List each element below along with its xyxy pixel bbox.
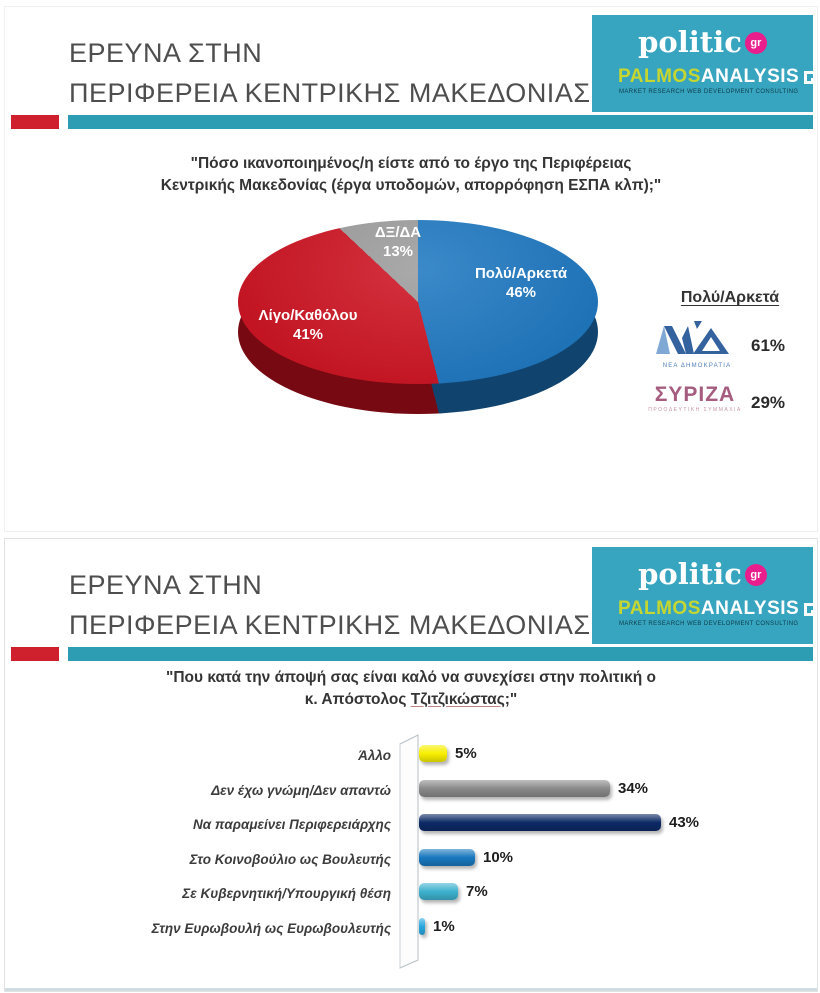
bar-value-label: 10% — [483, 848, 514, 866]
bar-row: Σε Κυβερνητική/Υπουργική θέση 7% — [5, 879, 817, 913]
nea-dimokratia-logo-icon — [656, 321, 729, 354]
pie-slice-label: Λίγο/Καθόλου 41% — [258, 307, 358, 343]
question-line2-post: ;" — [504, 691, 518, 708]
politic-gr-badge: gr — [744, 564, 767, 586]
party-syriza-value: 29% — [751, 393, 786, 412]
bar-row: Στην Ευρωβουλή ως Ευρωβουλευτής 1% — [5, 914, 817, 948]
pie-sheen-overlay — [238, 220, 598, 384]
breakdown-header: Πολύ/Αρκετά — [680, 289, 780, 306]
bar-value-label: 34% — [618, 779, 649, 797]
bar-value-label: 1% — [433, 918, 455, 935]
palmos-tagline: MARKET RESEARCH WEB DEVELOPMENT CONSULTI… — [619, 89, 799, 95]
palmos-politic-logo: politic gr PALMOSANALYSIS MARKET RESEARCH… — [592, 547, 813, 644]
politic-logo: politic gr — [592, 559, 813, 595]
palmos-square-icon — [804, 71, 813, 84]
bar-category-label: Να παραμείνει Περιφερειάρχης — [192, 817, 391, 833]
slide-political-future: ΕΡΕΥΝΑ ΣΤΗΝ ΠΕΡΙΦΕΡΕΙΑ ΚΕΝΤΡΙΚΗΣ ΜΑΚΕΔΟΝ… — [4, 538, 818, 992]
bar-row: Να παραμείνει Περιφερειάρχης 43% — [5, 810, 817, 844]
palmos-tagline: MARKET RESEARCH WEB DEVELOPMENT CONSULTI… — [619, 621, 799, 627]
question-line2-pre: κ. Απόστολος — [304, 691, 411, 708]
bar — [419, 848, 475, 866]
title-line2: ΠΕΡΙΦΕΡΕΙΑ ΚΕΝΤΡΙΚΗΣ ΜΑΚΕΔΟΝΙΑΣ — [69, 78, 591, 108]
title-line2: ΠΕΡΙΦΕΡΕΙΑ ΚΕΝΤΡΙΚΗΣ ΜΑΚΕΔΟΝΙΑΣ — [69, 610, 591, 640]
title-line1: ΕΡΕΥΝΑ ΣΤΗΝ — [69, 570, 263, 600]
bar-category-label: Δεν έχω γνώμη/Δεν απαντώ — [211, 782, 391, 798]
divider-red-block — [11, 647, 59, 661]
party-nd-caption: ΝΕΑ ΔΗΜΟΚΡΑΤΙΑ — [662, 363, 732, 369]
bar-value-label: 7% — [466, 883, 488, 901]
bar-row: Άλλο 5% — [5, 741, 817, 775]
party-syriza-caption: ΠΡΟΟΔΕΥΤΙΚΗ ΣΥΜΜΑΧΙΑ — [648, 407, 742, 413]
title-divider — [11, 647, 813, 661]
pie-chart-satisfaction: Πολύ/Αρκετά 46% Λίγο/Καθόλου 41% ΔΞ/ΔΑ 13% — [238, 220, 598, 414]
page-title: ΕΡΕΥΝΑ ΣΤΗΝ ΠΕΡΙΦΕΡΕΙΑ ΚΕΝΤΡΙΚΗΣ ΜΑΚΕΔΟΝ… — [69, 33, 591, 113]
bar-category-label: Στο Κοινοβούλιο ως Βουλευτής — [189, 851, 391, 867]
palmos-analysis-logo: PALMOSANALYSIS — [618, 67, 813, 86]
palmos-logo-text: PALMOS — [618, 66, 701, 87]
question-satisfaction: "Πόσο ικανοποιημένος/η είστε από το έργο… — [5, 153, 817, 197]
syriza-logo-text: ΣΥΡΙΖΑ — [654, 383, 736, 406]
bar-row: Στο Κοινοβούλιο ως Βουλευτής 10% — [5, 845, 817, 879]
bar-value-label: 43% — [669, 814, 700, 832]
bar-category-label: Στην Ευρωβουλή ως Ευρωβουλευτής — [151, 921, 391, 936]
palmos-analysis-logo: PALMOSANALYSIS — [618, 599, 813, 618]
palmos-square-icon — [804, 603, 813, 616]
politic-logo-text: politic — [638, 557, 742, 591]
question-line2: κ. Απόστολος Τζιτζικώστας;" — [5, 689, 817, 711]
question-line1: "Που κατά την άποψή σας είναι καλό να συ… — [165, 669, 656, 686]
bar — [419, 918, 425, 935]
slide-satisfaction: ΕΡΕΥΝΑ ΣΤΗΝ ΠΕΡΙΦΕΡΕΙΑ ΚΕΝΤΡΙΚΗΣ ΜΑΚΕΔΟΝ… — [4, 6, 818, 532]
bar-category-label: Άλλο — [358, 748, 391, 763]
title-line1: ΕΡΕΥΝΑ ΣΤΗΝ — [69, 38, 263, 68]
politic-logo-text: politic — [638, 25, 742, 59]
politic-logo: politic gr — [592, 27, 813, 63]
divider-teal-bar — [68, 647, 813, 661]
palmos-politic-logo: politic gr PALMOSANALYSIS MARKET RESEARCH… — [592, 15, 813, 112]
bar — [419, 814, 661, 832]
party-syriza-logo: ΣΥΡΙΖΑ ΠΡΟΟΔΕΥΤΙΚΗ ΣΥΜΜΑΧΙΑ — [647, 383, 743, 414]
bar — [419, 745, 447, 762]
question-line1: "Πόσο ικανοποιημένος/η είστε από το έργο… — [190, 155, 632, 172]
divider-red-block — [11, 115, 59, 129]
bar-chart-political-future: Άλλο 5% Δεν έχω γνώμη/Δεν απαντώ 34% Να παρα… — [5, 725, 817, 977]
divider-teal-bar — [68, 115, 813, 129]
palmos-logo-text: PALMOS — [618, 598, 701, 619]
question-line2: Κεντρικής Μακεδονίας (έργα υποδομών, απο… — [160, 177, 662, 194]
analysis-logo-text: ANALYSIS — [700, 66, 800, 87]
bar — [419, 779, 610, 797]
bar-category-label: Σε Κυβερνητική/Υπουργική θέση — [182, 886, 391, 902]
party-nd-value: 61% — [751, 336, 786, 355]
question-line2-name: Τζιτζικώστας — [410, 691, 505, 708]
pie-3d-top — [238, 220, 598, 384]
bar-value-label: 5% — [455, 745, 477, 762]
bar-row: Δεν έχω γνώμη/Δεν απαντώ 34% — [5, 776, 817, 810]
party-nd-logo: ΝΕΑ ΔΗΜΟΚΡΑΤΙΑ — [653, 321, 741, 369]
title-divider — [11, 115, 813, 129]
question-political-future: "Που κατά την άποψή σας είναι καλό να συ… — [5, 667, 817, 711]
analysis-logo-text: ANALYSIS — [700, 598, 800, 619]
politic-gr-badge: gr — [744, 32, 767, 54]
bar-chart-axis-wall — [399, 734, 419, 969]
pie-slice-label: Πολύ/Αρκετά 46% — [474, 265, 568, 301]
page-title: ΕΡΕΥΝΑ ΣΤΗΝ ΠΕΡΙΦΕΡΕΙΑ ΚΕΝΤΡΙΚΗΣ ΜΑΚΕΔΟΝ… — [69, 565, 591, 645]
slide-bottom-strip — [5, 988, 817, 991]
pie-slice-label: ΔΞ/ΔΑ 13% — [374, 224, 422, 260]
bar — [419, 883, 458, 901]
